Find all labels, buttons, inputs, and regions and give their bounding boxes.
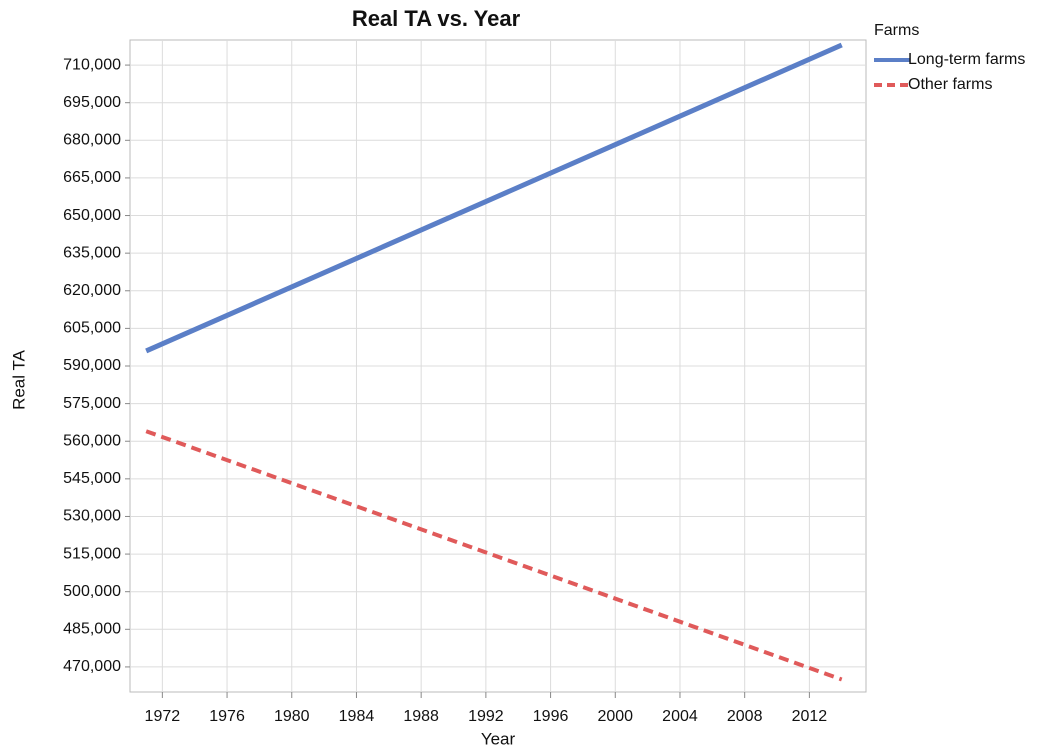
- x-tick-label: 1996: [533, 708, 569, 725]
- x-axis-label: Year: [481, 729, 516, 748]
- x-tick-label: 1972: [145, 708, 181, 725]
- y-tick-label: 470,000: [63, 658, 121, 675]
- x-tick-label: 2012: [792, 708, 828, 725]
- x-tick-label: 2004: [662, 708, 698, 725]
- y-tick-label: 530,000: [63, 508, 121, 525]
- x-tick-label: 1984: [339, 708, 375, 725]
- legend-label: Other farms: [908, 76, 992, 93]
- y-tick-label: 665,000: [63, 169, 121, 186]
- y-tick-label: 560,000: [63, 432, 121, 449]
- y-tick-label: 545,000: [63, 470, 121, 487]
- y-tick-label: 650,000: [63, 207, 121, 224]
- y-tick-label: 710,000: [63, 56, 121, 73]
- legend-label: Long-term farms: [908, 51, 1025, 68]
- y-tick-label: 635,000: [63, 244, 121, 261]
- legend-title: Farms: [874, 22, 919, 39]
- series-line: [145, 42, 843, 354]
- y-axis-label: Real TA: [9, 349, 28, 410]
- y-tick-label: 605,000: [63, 320, 121, 337]
- x-tick-label: 1992: [468, 708, 504, 725]
- x-tick-label: 1976: [209, 708, 245, 725]
- chart-title: Real TA vs. Year: [352, 6, 521, 31]
- x-tick-label: 1980: [274, 708, 310, 725]
- x-tick-label: 2008: [727, 708, 763, 725]
- series-line: [145, 429, 843, 682]
- y-tick-label: 680,000: [63, 132, 121, 149]
- x-tick-label: 2000: [597, 708, 633, 725]
- y-tick-label: 500,000: [63, 583, 121, 600]
- y-tick-label: 695,000: [63, 94, 121, 111]
- y-tick-label: 515,000: [63, 545, 121, 562]
- y-tick-label: 485,000: [63, 621, 121, 638]
- x-tick-label: 1988: [403, 708, 439, 725]
- y-tick-label: 575,000: [63, 395, 121, 412]
- y-tick-label: 620,000: [63, 282, 121, 299]
- y-tick-label: 590,000: [63, 357, 121, 374]
